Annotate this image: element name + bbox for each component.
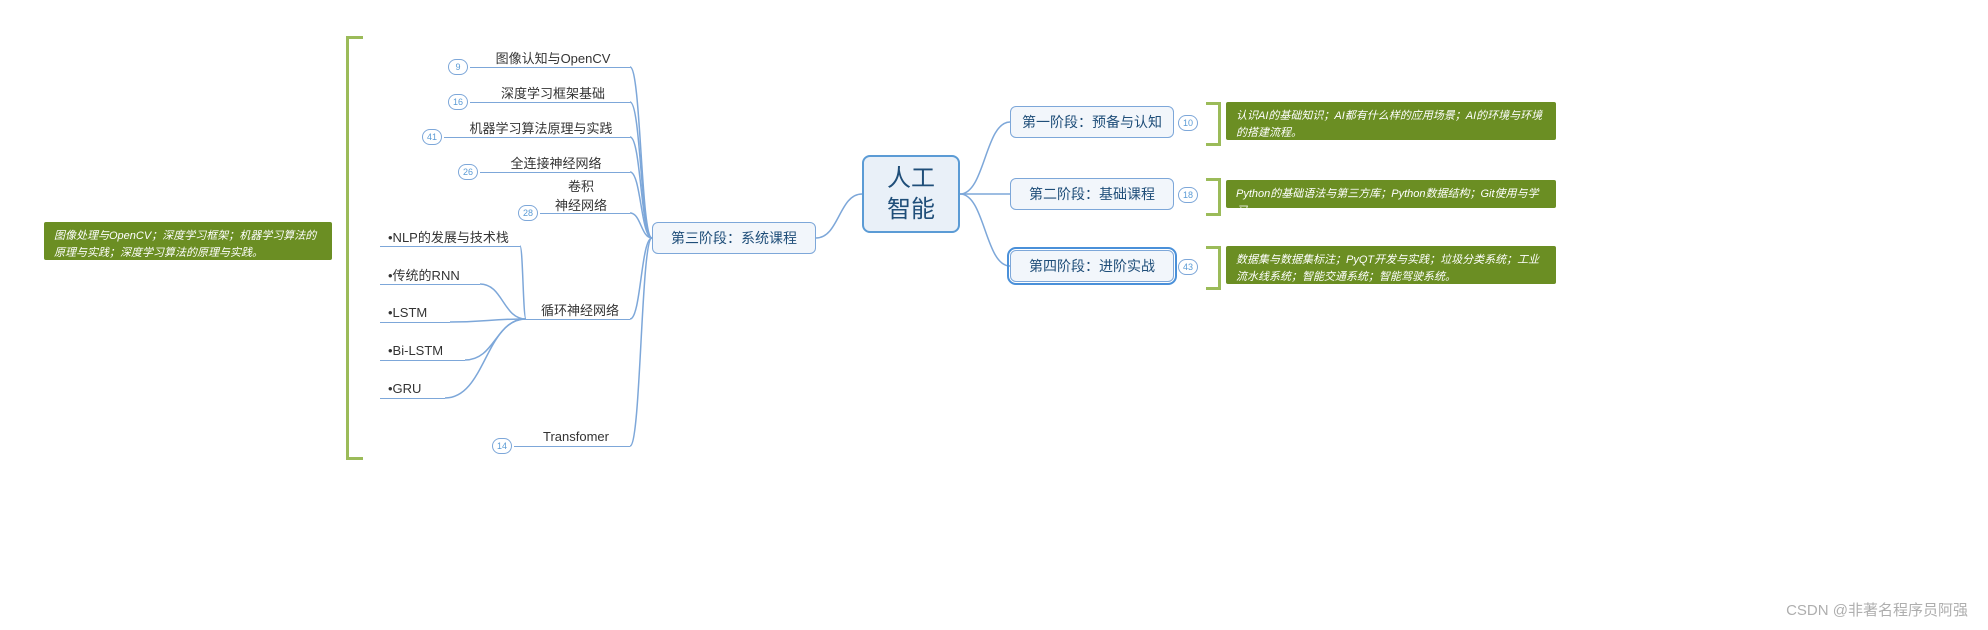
sub-node-0[interactable]: •NLP的发展与技术栈 xyxy=(380,227,520,245)
left-bracket xyxy=(346,36,363,460)
node-underline xyxy=(540,213,630,214)
count-badge: 28 xyxy=(518,205,538,221)
right-bracket-2 xyxy=(1206,246,1221,290)
topic-t2[interactable]: 深度学习框架基础 xyxy=(488,83,618,101)
node-underline xyxy=(444,137,630,138)
node-underline xyxy=(470,67,630,68)
count-badge: 26 xyxy=(458,164,478,180)
node-underline xyxy=(470,102,630,103)
count-badge: 18 xyxy=(1178,187,1198,203)
node-underline xyxy=(380,398,445,399)
topic-t4[interactable]: 全连接神经网络 xyxy=(496,153,616,171)
topic-t3[interactable]: 机器学习算法原理与实践 xyxy=(456,118,626,136)
stage-node-s2[interactable]: 第二阶段：基础课程 xyxy=(1010,178,1174,210)
node-underline xyxy=(380,322,450,323)
stage-desc-s4: 数据集与数据集标注；PyQT开发与实践；垃圾分类系统；工业流水线系统；智能交通系… xyxy=(1226,246,1556,284)
topic-t5[interactable]: 卷积 神经网络 xyxy=(546,178,616,212)
count-badge: 14 xyxy=(492,438,512,454)
topic-t1[interactable]: 图像认知与OpenCV xyxy=(488,48,618,66)
right-bracket-1 xyxy=(1206,178,1221,216)
topic-t7[interactable]: Transfomer xyxy=(528,427,624,445)
node-underline xyxy=(380,246,520,247)
node-underline xyxy=(480,172,630,173)
node-underline xyxy=(526,319,630,320)
count-badge: 43 xyxy=(1178,259,1198,275)
sub-node-4[interactable]: •GRU xyxy=(380,379,520,397)
watermark: CSDN @非著名程序员阿强 xyxy=(1786,599,1968,620)
stage-desc-s3: 图像处理与OpenCV；深度学习框架；机器学习算法的原理与实践；深度学习算法的原… xyxy=(44,222,332,260)
stage-desc-s1: 认识AI的基础知识；AI都有什么样的应用场景；AI的环境与环境的搭建流程。 xyxy=(1226,102,1556,140)
stage-node-s1[interactable]: 第一阶段：预备与认知 xyxy=(1010,106,1174,138)
stage-desc-s2: Python的基础语法与第三方库；Python数据结构；Git使用与学习。 xyxy=(1226,180,1556,208)
topic-t6[interactable]: 循环神经网络 xyxy=(534,300,626,318)
count-badge: 10 xyxy=(1178,115,1198,131)
node-underline xyxy=(380,360,465,361)
stage-node-s4[interactable]: 第四阶段：进阶实战 xyxy=(1010,250,1174,282)
node-underline xyxy=(514,446,630,447)
sub-node-1[interactable]: •传统的RNN xyxy=(380,265,520,283)
link-layer xyxy=(0,0,1988,630)
count-badge: 16 xyxy=(448,94,468,110)
sub-node-3[interactable]: •Bi-LSTM xyxy=(380,341,520,359)
root-node[interactable]: 人工 智能 xyxy=(862,155,960,233)
node-underline xyxy=(380,284,480,285)
stage-node-s3[interactable]: 第三阶段：系统课程 xyxy=(652,222,816,254)
count-badge: 9 xyxy=(448,59,468,75)
right-bracket-0 xyxy=(1206,102,1221,146)
count-badge: 41 xyxy=(422,129,442,145)
sub-node-2[interactable]: •LSTM xyxy=(380,303,520,321)
